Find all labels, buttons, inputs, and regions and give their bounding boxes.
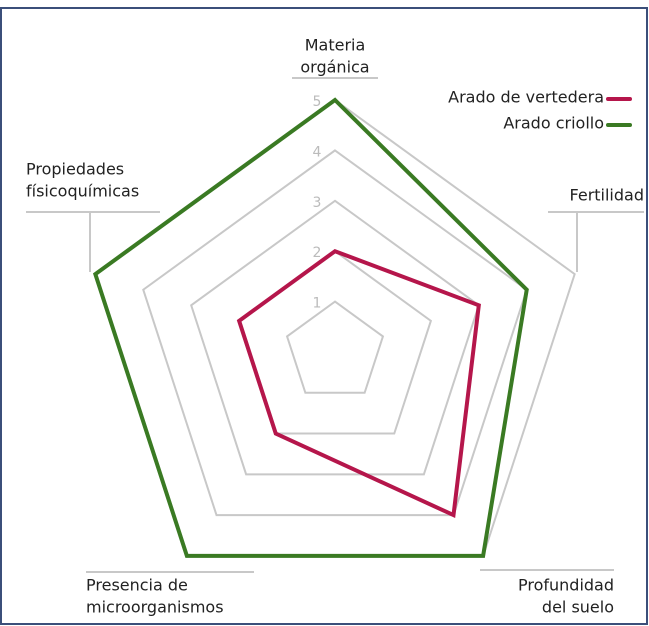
axis-label: Materia [305,36,366,55]
grid-line [142,149,528,517]
axis-label: físicoquímicas [26,182,139,201]
axis-label: microorganismos [86,598,224,617]
grid-line [190,199,480,476]
frame [0,7,648,625]
axis-label: del suelo [542,598,614,617]
grid-line [94,98,576,557]
tick-label: 1 [313,296,322,312]
axis-label: Profundidad [518,576,614,595]
tick-label: 5 [313,94,322,110]
axis-label: orgánica [300,58,369,77]
tick-label: 3 [313,195,322,211]
legend-label: Arado criollo [503,114,604,133]
axis-label: Fertilidad [570,186,644,205]
series-polygon [92,97,529,558]
axis-label: Presencia de [86,576,188,595]
grid-line [285,300,385,394]
tick-label: 4 [313,144,322,160]
legend-label: Arado de vertedera [448,88,604,107]
series-polygon [236,248,481,519]
axis-label: Propiedades [26,160,124,179]
tick-label: 2 [313,245,322,261]
